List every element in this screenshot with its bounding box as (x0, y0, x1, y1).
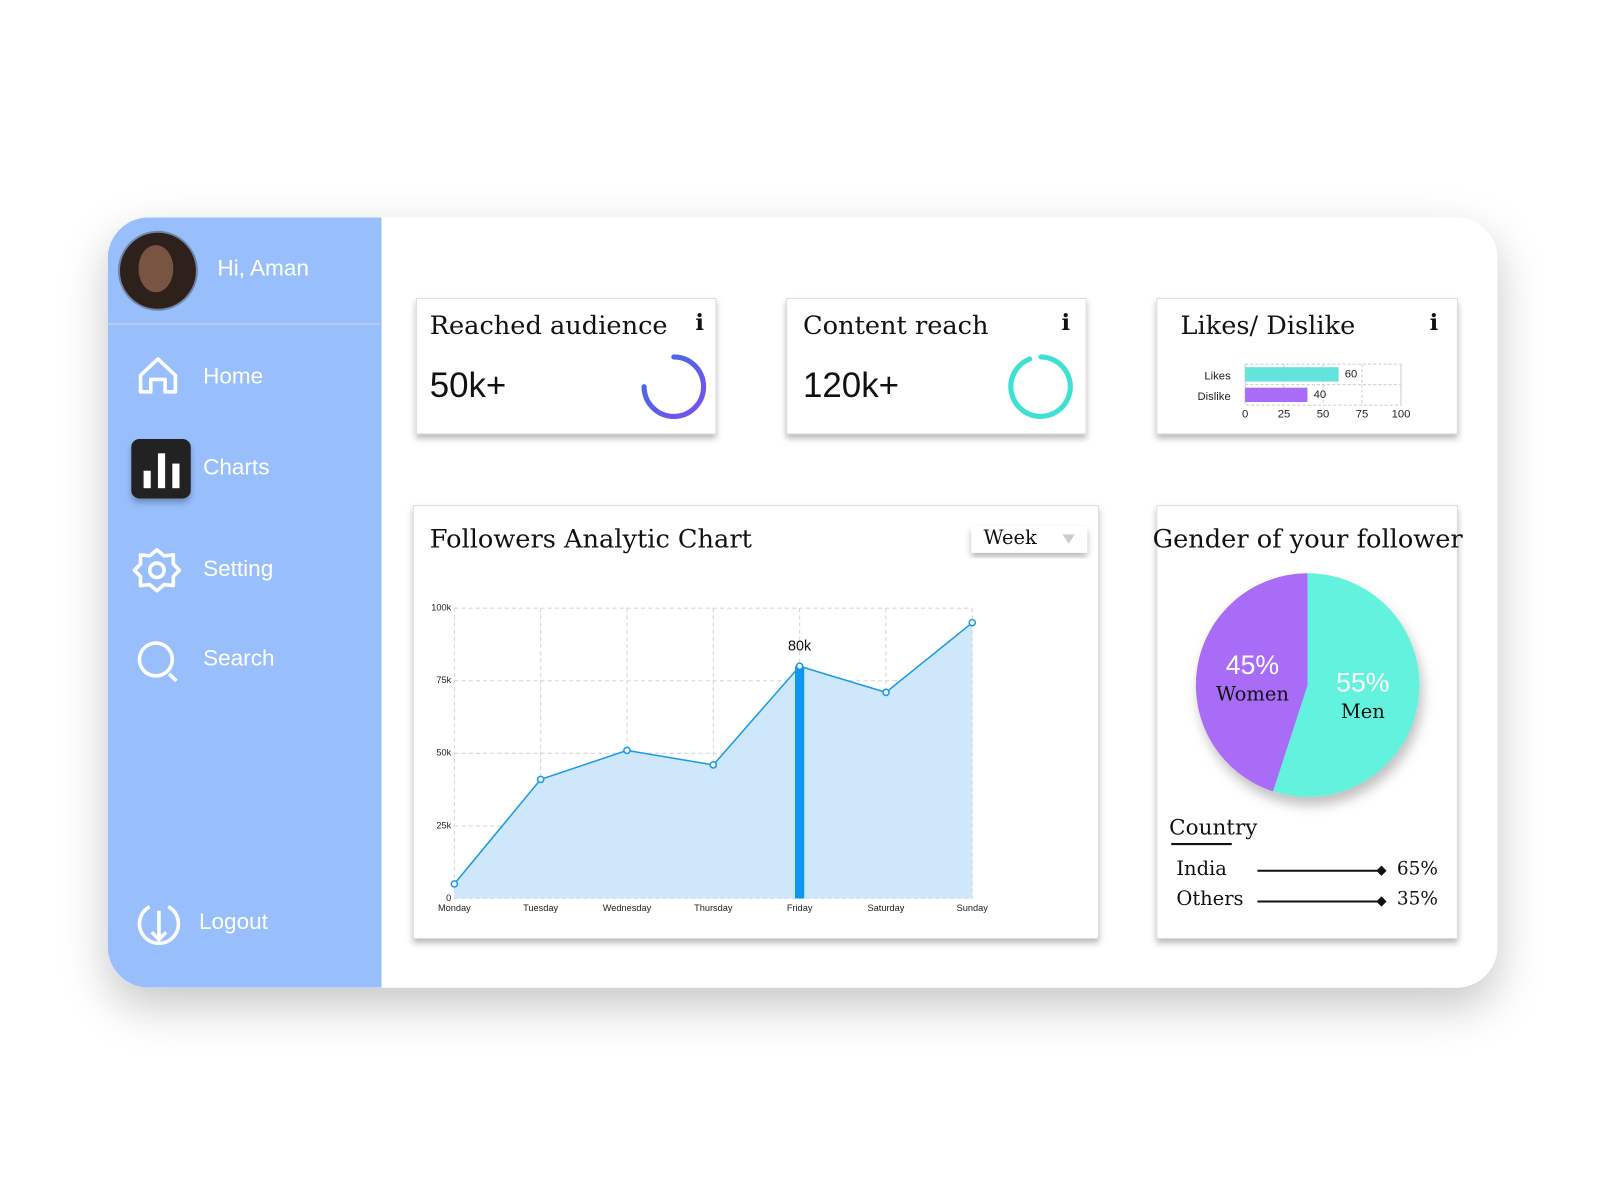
info-icon[interactable]: i (1061, 310, 1070, 336)
x-tick-label: Saturday (867, 903, 904, 913)
setting-icon (132, 547, 182, 593)
x-tick-label: 25 (1278, 408, 1291, 420)
x-tick-label: Tuesday (523, 903, 558, 913)
greeting: Hi, Aman (217, 256, 308, 281)
card-value: 50k+ (430, 366, 507, 405)
home-icon (138, 357, 178, 394)
category-label: Dislike (1198, 391, 1231, 403)
charts-icon (143, 453, 180, 489)
y-tick-label: 50k (436, 748, 451, 758)
x-tick-label: Friday (787, 903, 813, 913)
point (536, 775, 545, 784)
y-tick-label: 0 (446, 893, 451, 903)
bar (1245, 367, 1339, 382)
value-label: 60 (1345, 368, 1358, 380)
x-tick-label: 75 (1356, 408, 1369, 420)
x-tick-label: Wednesday (603, 903, 652, 913)
ring (1008, 354, 1073, 419)
menu-item[interactable]: Search (203, 645, 274, 670)
sidebar (107, 217, 382, 988)
chart-title: Gender of your follower (1153, 524, 1464, 554)
logout-icon (137, 905, 181, 945)
slice-value: 55% (1336, 668, 1389, 698)
dropdown-arrow (1062, 534, 1075, 544)
menu-item[interactable]: Home (203, 363, 263, 388)
menu-item[interactable]: Charts (203, 455, 269, 480)
y-tick-label: 100k (431, 603, 451, 613)
point (968, 618, 977, 627)
value-label: 40 (1314, 389, 1327, 401)
info-icon[interactable]: i (695, 310, 704, 336)
x-tick-label: 0 (1242, 408, 1248, 420)
point (623, 746, 631, 755)
stat-card (786, 297, 1087, 435)
dropdown-label[interactable]: Week (984, 526, 1037, 549)
point (450, 880, 459, 888)
stat-card (415, 297, 717, 435)
x-tick-label: Sunday (957, 903, 989, 913)
area (454, 622, 973, 899)
point (882, 688, 890, 697)
search-icon (137, 641, 178, 683)
country-name: India (1176, 857, 1227, 880)
point (795, 662, 804, 671)
country-share: 65% (1397, 859, 1438, 880)
slice-value: 45% (1226, 650, 1279, 680)
charts: Likes/ Dislike 0 25 50 75 100 Likes 60 Dislike 40… (430, 311, 1464, 913)
highlight-bar (795, 666, 805, 899)
pie (1195, 573, 1420, 797)
card-title: Reached audience (430, 311, 668, 341)
logout[interactable]: Logout (199, 909, 269, 934)
bar (1245, 387, 1308, 403)
root: Hi, Aman Home Charts Setting Search Logo… (107, 217, 1498, 988)
slice-label: Men (1341, 700, 1385, 723)
country-name: Others (1176, 887, 1243, 910)
ring (641, 354, 707, 419)
card-value: 120k+ (803, 366, 899, 405)
point (709, 761, 718, 769)
value-label: 80k (788, 639, 812, 655)
x-tick-label: Thursday (694, 903, 733, 913)
stat-card (1156, 297, 1458, 435)
x-tick-label: Monday (438, 903, 471, 913)
chart-title: Likes/ Dislike (1180, 311, 1355, 341)
card-title: Content reach (803, 311, 989, 341)
menu-item[interactable]: Setting (203, 556, 273, 581)
slice-label: Women (1216, 682, 1289, 705)
pie-slice (1273, 573, 1420, 797)
category-label: Likes (1204, 370, 1231, 382)
info-icon[interactable]: i (1430, 310, 1439, 336)
y-tick-label: 25k (436, 820, 451, 830)
avatar-face (138, 245, 174, 293)
chart-title: Followers Analytic Chart (430, 524, 753, 554)
x-tick-label: 50 (1317, 408, 1330, 420)
y-tick-label: 75k (436, 675, 451, 685)
country-share: 35% (1397, 888, 1438, 909)
country-title: Country (1169, 816, 1258, 841)
pie-slice (1195, 573, 1308, 792)
x-tick-label: 100 (1392, 408, 1411, 420)
